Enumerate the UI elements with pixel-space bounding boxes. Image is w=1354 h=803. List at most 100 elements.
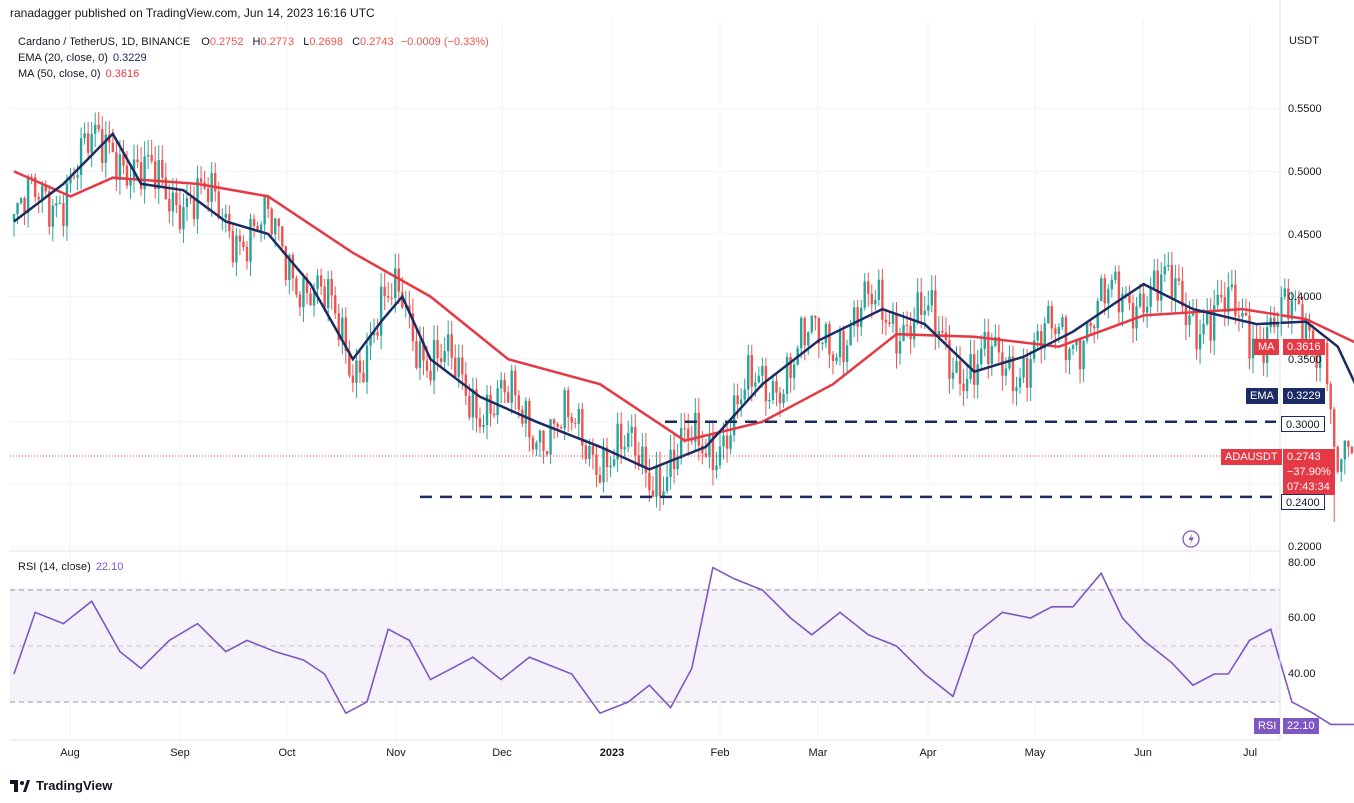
candle-body [475, 389, 478, 419]
candle-body [136, 159, 139, 163]
candle-body [1124, 293, 1128, 295]
candle-body [912, 321, 916, 340]
open-label: O [201, 36, 210, 48]
candle-body [768, 399, 771, 402]
candle-body [450, 334, 453, 358]
legend-ema[interactable]: EMA (20, close, 0) 0.3229 [18, 52, 147, 64]
candle-body [1209, 313, 1212, 341]
candle-body [150, 155, 153, 162]
candle-body [1241, 312, 1244, 317]
candle-body [348, 351, 351, 376]
candle-body [76, 174, 79, 178]
ema-label: EMA (20, close, 0) [18, 52, 108, 64]
candle-body [747, 355, 750, 390]
close-value: 0.2743 [360, 36, 394, 48]
legend-rsi[interactable]: RSI (14, close) 22.10 [18, 561, 123, 573]
month-label: 2023 [599, 747, 625, 759]
candle-body [379, 286, 383, 336]
candle-body [118, 154, 122, 180]
candle-body [687, 428, 690, 441]
candle-body [1167, 264, 1170, 267]
candle-body [429, 370, 432, 381]
month-label: Aug [60, 747, 80, 759]
candle-body [411, 313, 415, 342]
candle-body [803, 317, 806, 346]
candle-body [1078, 339, 1082, 370]
legend-ma[interactable]: MA (50, close, 0) 0.3616 [18, 68, 139, 80]
candle-body [274, 218, 277, 235]
ma-50-line [13, 170, 1354, 442]
candle-body [789, 357, 792, 379]
candle-body [612, 459, 616, 466]
candle-body [552, 419, 556, 424]
candle-body [838, 330, 842, 358]
candle-body [814, 315, 817, 319]
ema-axis-value: 0.3229 [1283, 388, 1325, 404]
candle-body [1050, 306, 1054, 329]
price-axis-change: −37.90% [1287, 466, 1331, 478]
candle-body [1230, 284, 1234, 288]
candle-body [725, 435, 729, 449]
open-value: 0.2752 [209, 36, 244, 48]
candle-body [478, 418, 482, 428]
candle-body [185, 198, 189, 208]
candle-body [867, 281, 870, 294]
candle-body [344, 317, 348, 352]
tradingview-logo[interactable]: TradingView [10, 778, 112, 793]
candle-body [270, 208, 273, 235]
candle-body [1128, 293, 1131, 304]
candle-body [90, 133, 93, 153]
candle-body [154, 161, 157, 190]
rsi-line [13, 566, 1354, 726]
candle-body [341, 317, 344, 340]
candle-body [711, 435, 715, 471]
candle-body [242, 241, 245, 247]
candle-body [1018, 377, 1022, 388]
candle-body [1325, 342, 1329, 385]
candle-body [1025, 357, 1029, 388]
candle-body [507, 392, 510, 403]
tradingview-icon [10, 779, 30, 792]
candle-body [1117, 271, 1121, 313]
candle-body [902, 324, 905, 342]
candle-body [372, 332, 376, 336]
candle-body [651, 490, 655, 497]
lightning-icon[interactable] [1182, 530, 1200, 548]
candle-body [545, 450, 549, 455]
candle-body [175, 192, 178, 206]
candle-body [743, 389, 746, 400]
candle-body [602, 447, 605, 483]
rsi-value: 22.10 [95, 561, 124, 573]
price-tick: 0.5000 [1288, 166, 1322, 178]
candle-body [676, 458, 679, 470]
candle-body [79, 138, 83, 175]
candle-body [874, 299, 877, 305]
candle-body [842, 330, 845, 363]
candle-body [443, 351, 446, 362]
candle-body [761, 366, 764, 376]
candle-body [598, 475, 602, 483]
rsi-tick: 40.00 [1288, 668, 1316, 680]
candle-body [365, 345, 369, 383]
candle-body [665, 476, 669, 492]
candle-body [104, 134, 107, 163]
candle-body [630, 426, 633, 433]
price-tick: 0.5500 [1288, 103, 1322, 115]
candle-body [37, 197, 40, 200]
candle-body [704, 453, 708, 458]
candle-body [994, 337, 997, 347]
candle-body [595, 454, 598, 476]
candle-body [1350, 446, 1354, 454]
candle-body [256, 225, 259, 231]
candle-body [1304, 319, 1308, 344]
candle-body [386, 296, 390, 298]
candle-body [23, 198, 26, 213]
candle-body [44, 185, 47, 192]
candle-body [556, 423, 559, 428]
candle-body [983, 332, 986, 349]
candle-body [1188, 315, 1191, 326]
candle-body [55, 203, 58, 206]
candle-body [697, 412, 701, 446]
candle-body [337, 313, 340, 340]
